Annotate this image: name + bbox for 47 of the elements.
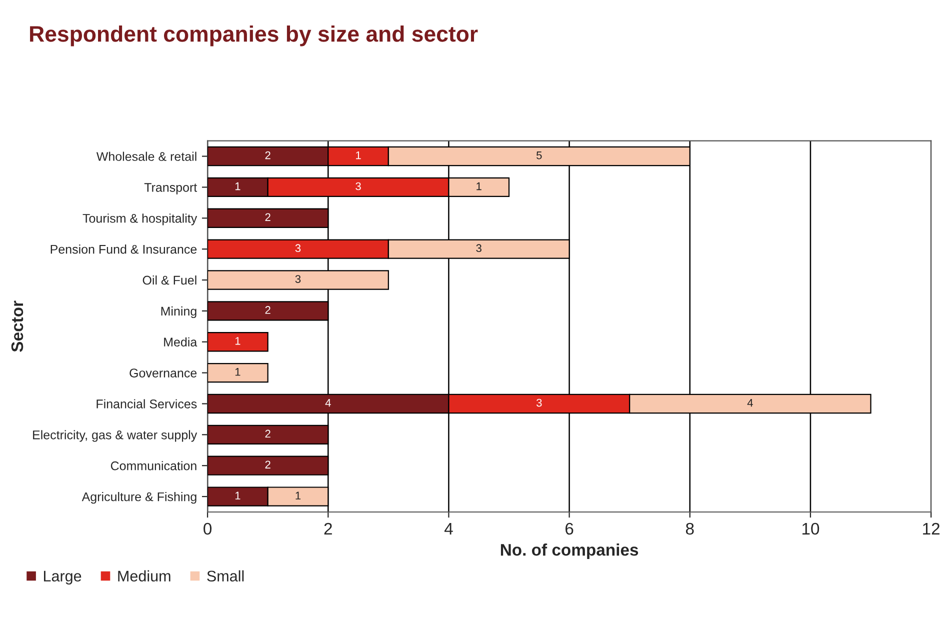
bar bbox=[208, 362, 268, 383]
x-tick-label: 0 bbox=[204, 522, 212, 535]
chart-title: Respondent companies by size and sector bbox=[30, 25, 478, 46]
data-label: 1 bbox=[235, 182, 240, 190]
y-tick-label: Financial Services bbox=[96, 399, 197, 408]
y-axis-title: Sector bbox=[11, 300, 24, 352]
data-label: 1 bbox=[235, 368, 240, 376]
data-label: 1 bbox=[476, 182, 482, 190]
data-label: 1 bbox=[356, 151, 361, 160]
x-tick-label: 6 bbox=[566, 522, 574, 535]
data-label: 3 bbox=[356, 182, 361, 190]
y-tick-label: Agriculture & Fishing bbox=[82, 492, 196, 504]
x-tick-label: 4 bbox=[444, 523, 453, 534]
data-label: 5 bbox=[536, 151, 542, 160]
legend-label: Large bbox=[44, 570, 82, 585]
data-label: 1 bbox=[235, 492, 240, 500]
x-tick-label: 2 bbox=[324, 522, 332, 534]
y-tick-label: Electricity, gas & water supply bbox=[33, 430, 198, 442]
data-label: 4 bbox=[747, 398, 753, 407]
y-tick-label: Media bbox=[164, 337, 198, 347]
data-label: 2 bbox=[265, 306, 270, 314]
data-label: 1 bbox=[296, 492, 301, 500]
y-tick-label: Wholesale & retail bbox=[96, 152, 196, 161]
data-label: 4 bbox=[325, 398, 331, 407]
data-label: 2 bbox=[265, 460, 270, 468]
x-tick-label: 8 bbox=[686, 522, 694, 535]
data-label: 1 bbox=[235, 337, 240, 345]
x-tick-label: 10 bbox=[802, 522, 820, 535]
data-label: 3 bbox=[536, 398, 542, 407]
y-tick-label: Communication bbox=[110, 461, 196, 470]
data-label: 2 bbox=[265, 213, 270, 222]
data-label: 3 bbox=[295, 244, 301, 252]
y-tick-label: Tourism & hospitality bbox=[82, 214, 198, 226]
y-tick-label: Oil & Fuel bbox=[142, 275, 196, 285]
data-label: 3 bbox=[295, 275, 301, 283]
y-tick-label: Pension Fund & Insurance bbox=[50, 244, 197, 254]
y-tick-label: Mining bbox=[161, 306, 196, 318]
data-label: 2 bbox=[265, 151, 270, 160]
bar bbox=[208, 332, 268, 352]
legend-label: Small bbox=[207, 570, 244, 582]
data-label: 3 bbox=[476, 244, 482, 252]
x-axis-title: No. of companies bbox=[500, 544, 638, 560]
y-tick-label: Governance bbox=[130, 368, 197, 378]
legend-label: Medium bbox=[118, 570, 170, 582]
data-label: 2 bbox=[265, 430, 270, 438]
y-tick-label: Transport bbox=[144, 183, 198, 194]
x-tick-label: 12 bbox=[923, 522, 940, 534]
